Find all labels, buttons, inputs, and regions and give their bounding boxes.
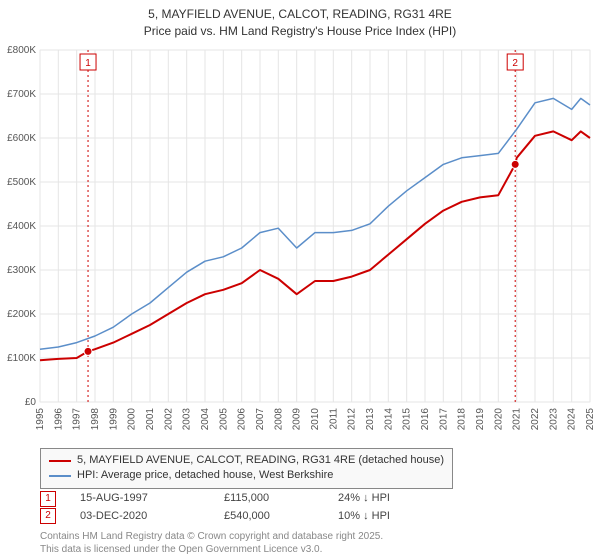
svg-text:2017: 2017 bbox=[438, 408, 449, 431]
legend-label: HPI: Average price, detached house, West… bbox=[77, 468, 333, 483]
svg-text:2012: 2012 bbox=[347, 408, 358, 431]
chart-area: £0 £100K £200K £300K £400K £500K £600K £700K £80… bbox=[0, 42, 600, 442]
svg-text:2011: 2011 bbox=[328, 408, 339, 430]
legend: 5, MAYFIELD AVENUE, CALCOT, READING, RG3… bbox=[40, 448, 453, 489]
svg-text:1: 1 bbox=[85, 58, 91, 69]
title-block: 5, MAYFIELD AVENUE, CALCOT, READING, RG3… bbox=[0, 0, 600, 40]
svg-text:2022: 2022 bbox=[530, 408, 541, 431]
svg-text:£400K: £400K bbox=[7, 221, 36, 232]
marker-pct: 10% ↓ HPI bbox=[338, 508, 438, 526]
legend-swatch bbox=[49, 460, 71, 462]
svg-text:2023: 2023 bbox=[548, 408, 559, 431]
svg-text:£100K: £100K bbox=[7, 353, 36, 364]
svg-text:2003: 2003 bbox=[182, 408, 193, 431]
svg-text:2000: 2000 bbox=[127, 408, 138, 431]
svg-text:2002: 2002 bbox=[163, 408, 174, 431]
svg-text:£700K: £700K bbox=[7, 89, 36, 100]
footer-line2: This data is licensed under the Open Gov… bbox=[40, 543, 383, 556]
legend-item: 5, MAYFIELD AVENUE, CALCOT, READING, RG3… bbox=[49, 453, 444, 468]
svg-text:2001: 2001 bbox=[145, 408, 156, 431]
legend-item: HPI: Average price, detached house, West… bbox=[49, 468, 444, 483]
svg-text:2020: 2020 bbox=[493, 408, 504, 431]
marker-pct: 24% ↓ HPI bbox=[338, 490, 438, 508]
svg-text:2018: 2018 bbox=[457, 408, 468, 431]
svg-text:£0: £0 bbox=[25, 397, 37, 408]
svg-text:1997: 1997 bbox=[72, 408, 83, 431]
svg-text:1998: 1998 bbox=[90, 408, 101, 431]
svg-text:2: 2 bbox=[512, 58, 518, 69]
marker-price: £540,000 bbox=[224, 508, 314, 526]
line-chart-svg: £0 £100K £200K £300K £400K £500K £600K £700K £80… bbox=[0, 42, 600, 442]
marker-badge: 1 bbox=[40, 491, 56, 507]
marker-badge: 2 bbox=[40, 508, 56, 524]
svg-text:2010: 2010 bbox=[310, 408, 321, 431]
svg-text:2005: 2005 bbox=[218, 408, 229, 431]
svg-text:1996: 1996 bbox=[53, 408, 64, 431]
svg-text:1999: 1999 bbox=[108, 408, 119, 431]
svg-text:2014: 2014 bbox=[383, 408, 394, 431]
svg-text:2019: 2019 bbox=[475, 408, 486, 431]
svg-text:£300K: £300K bbox=[7, 265, 36, 276]
svg-text:£800K: £800K bbox=[7, 45, 36, 56]
legend-label: 5, MAYFIELD AVENUE, CALCOT, READING, RG3… bbox=[77, 453, 444, 468]
marker-date: 03-DEC-2020 bbox=[80, 508, 200, 526]
svg-text:£500K: £500K bbox=[7, 177, 36, 188]
svg-text:2004: 2004 bbox=[200, 408, 211, 431]
svg-text:2008: 2008 bbox=[273, 408, 284, 431]
markers-table: 1 15-AUG-1997 £115,000 24% ↓ HPI 2 03-DE… bbox=[40, 490, 438, 525]
svg-text:2021: 2021 bbox=[512, 408, 523, 431]
svg-text:2007: 2007 bbox=[255, 408, 266, 431]
svg-text:2025: 2025 bbox=[585, 408, 596, 431]
svg-text:£600K: £600K bbox=[7, 133, 36, 144]
title-line2: Price paid vs. HM Land Registry's House … bbox=[0, 23, 600, 40]
footer-line1: Contains HM Land Registry data © Crown c… bbox=[40, 530, 383, 543]
title-line1: 5, MAYFIELD AVENUE, CALCOT, READING, RG3… bbox=[0, 6, 600, 23]
svg-text:2016: 2016 bbox=[420, 408, 431, 431]
svg-text:2006: 2006 bbox=[237, 408, 248, 431]
marker-row: 2 03-DEC-2020 £540,000 10% ↓ HPI bbox=[40, 508, 438, 526]
svg-text:2013: 2013 bbox=[365, 408, 376, 431]
marker-row: 1 15-AUG-1997 £115,000 24% ↓ HPI bbox=[40, 490, 438, 508]
svg-text:2024: 2024 bbox=[567, 408, 578, 431]
marker-date: 15-AUG-1997 bbox=[80, 490, 200, 508]
chart-container: 5, MAYFIELD AVENUE, CALCOT, READING, RG3… bbox=[0, 0, 600, 560]
svg-text:2009: 2009 bbox=[292, 408, 303, 431]
footer-note: Contains HM Land Registry data © Crown c… bbox=[40, 530, 383, 556]
marker-price: £115,000 bbox=[224, 490, 314, 508]
svg-text:£200K: £200K bbox=[7, 309, 36, 320]
svg-text:2015: 2015 bbox=[402, 408, 413, 431]
legend-swatch bbox=[49, 475, 71, 477]
svg-text:1995: 1995 bbox=[35, 408, 46, 431]
